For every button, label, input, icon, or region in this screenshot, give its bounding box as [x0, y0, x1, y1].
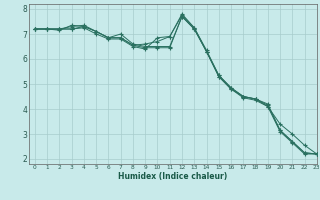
X-axis label: Humidex (Indice chaleur): Humidex (Indice chaleur)	[118, 172, 228, 181]
